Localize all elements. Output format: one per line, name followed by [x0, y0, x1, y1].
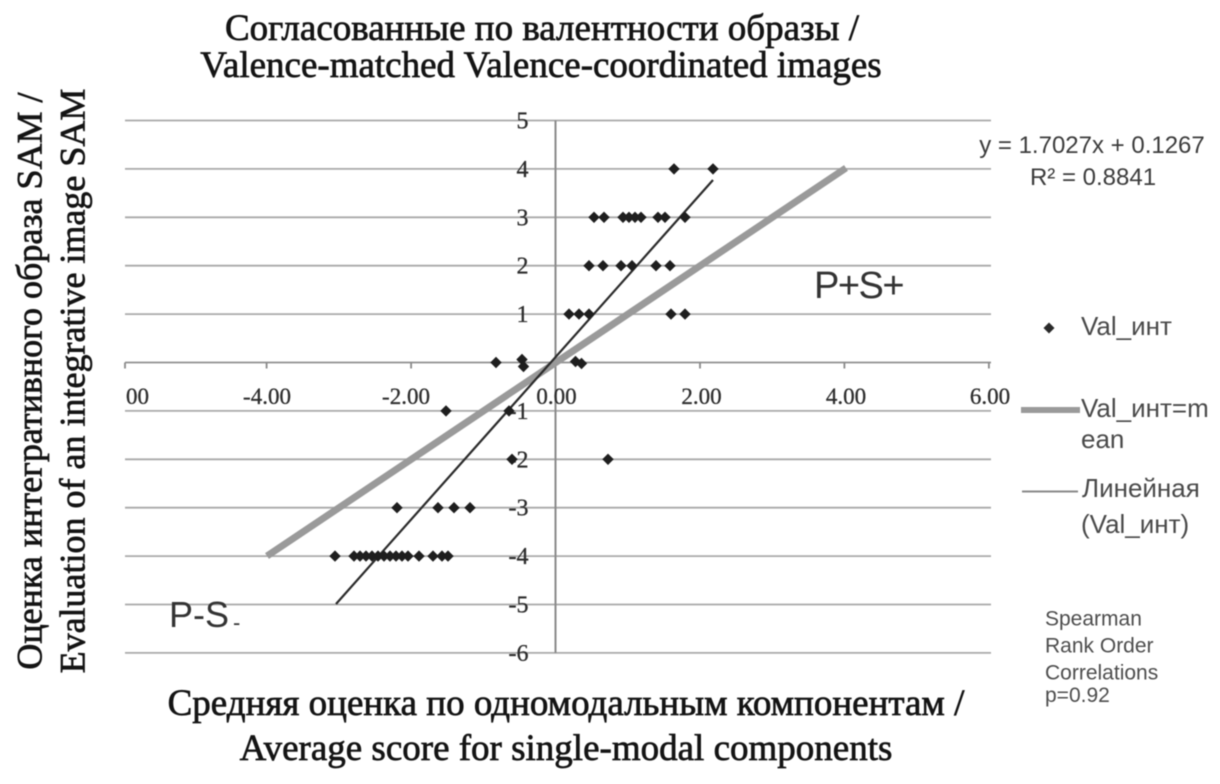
svg-text:(Val_инт): (Val_инт) — [1081, 509, 1189, 539]
svg-text:-5: -5 — [509, 593, 529, 619]
svg-text:Средняя оценка по одномодальны: Средняя оценка по одномодальным компонен… — [168, 683, 965, 724]
svg-text:-2.00: -2.00 — [382, 384, 430, 409]
svg-text:p=0.92: p=0.92 — [1045, 684, 1110, 707]
svg-text:y = 1.7027x + 0.1267: y = 1.7027x + 0.1267 — [979, 132, 1205, 159]
svg-text:-3: -3 — [509, 496, 529, 522]
svg-text:Rank Order: Rank Order — [1045, 635, 1154, 658]
svg-text:4.00: 4.00 — [826, 384, 866, 409]
svg-text:Average score for single-modal: Average score for single-modal component… — [240, 728, 893, 769]
svg-text:-2: -2 — [509, 447, 529, 473]
svg-text:-4.00: -4.00 — [243, 384, 291, 409]
svg-text:Оценка интегративного образа S: Оценка интегративного образа SAM / — [10, 92, 50, 669]
svg-text:3: 3 — [517, 205, 529, 231]
svg-text:P+S+: P+S+ — [814, 265, 903, 307]
svg-text:ean: ean — [1081, 424, 1124, 454]
svg-text:4: 4 — [517, 157, 529, 183]
svg-text:-6: -6 — [509, 641, 529, 667]
svg-text:Val_инт: Val_инт — [1081, 311, 1172, 341]
svg-text:5: 5 — [517, 109, 529, 135]
svg-text:Линейная: Линейная — [1082, 473, 1200, 503]
svg-text:Согласованные по валентности о: Согласованные по валентности образы / — [225, 8, 860, 49]
svg-text:-4: -4 — [509, 544, 529, 570]
svg-text:Correlations: Correlations — [1045, 662, 1158, 685]
svg-text:P-S-: P-S - — [169, 594, 240, 635]
svg-text:2.00: 2.00 — [681, 384, 721, 409]
svg-text:Val_инт=m: Val_инт=m — [1081, 393, 1209, 423]
svg-text:2: 2 — [517, 254, 529, 280]
svg-text:Evaluation of an integrative i: Evaluation of an integrative image SAM — [53, 89, 93, 674]
svg-text:0.00: 0.00 — [536, 384, 576, 409]
svg-text:Valence-matched Valence-coordi: Valence-matched Valence-coordinated imag… — [200, 45, 881, 86]
svg-text:00: 00 — [126, 384, 149, 409]
svg-text:R² = 0.8841: R² = 0.8841 — [1030, 164, 1156, 191]
svg-text:1: 1 — [517, 302, 529, 328]
svg-text:6.00: 6.00 — [970, 384, 1010, 409]
svg-text:Spearman: Spearman — [1045, 608, 1142, 631]
